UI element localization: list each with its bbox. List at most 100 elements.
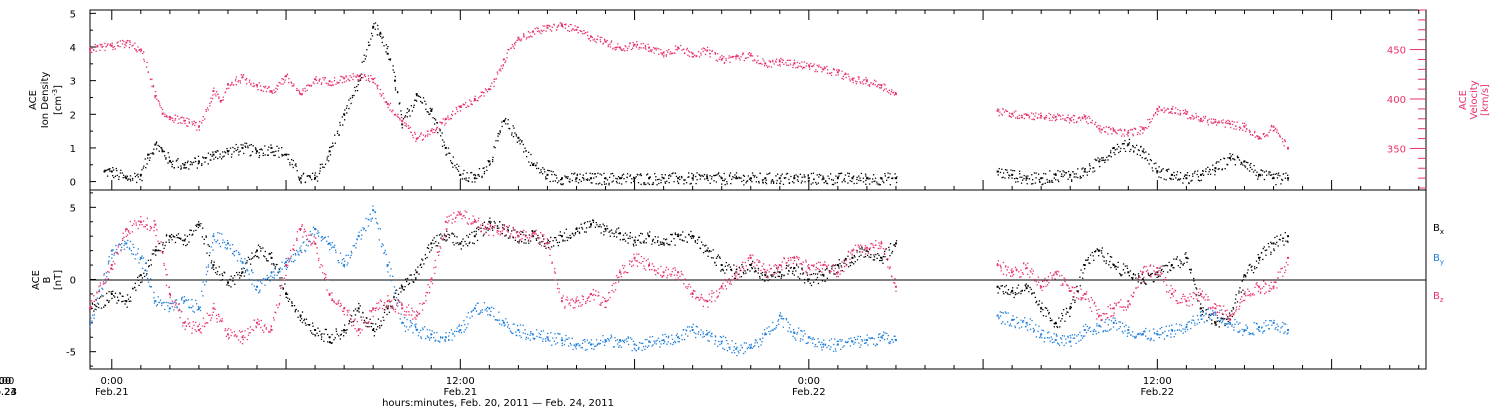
by-sample <box>440 337 441 338</box>
velocity-sample <box>192 124 193 125</box>
velocity-sample <box>592 39 593 40</box>
bx-sample <box>791 267 792 268</box>
bx-sample <box>307 324 308 325</box>
by-sample <box>574 345 575 346</box>
by-sample <box>351 251 352 252</box>
ion-density-sample <box>125 176 126 177</box>
bx-sample <box>722 269 723 270</box>
velocity-sample <box>655 48 656 49</box>
velocity-sample <box>1283 145 1284 146</box>
velocity-sample <box>469 99 470 100</box>
velocity-sample <box>710 53 711 54</box>
velocity-sample <box>206 111 207 112</box>
velocity-sample <box>1243 125 1244 126</box>
by-sample <box>247 270 248 271</box>
ion-density-sample <box>716 181 717 182</box>
velocity-sample <box>1168 112 1169 113</box>
velocity-point <box>1171 108 1173 110</box>
ion-density-sample <box>172 164 173 165</box>
velocity-sample <box>440 122 441 123</box>
velocity-sample <box>1009 113 1010 114</box>
ion-density-sample <box>1130 149 1131 150</box>
ion-density-sample <box>766 183 767 184</box>
velocity-sample <box>389 104 390 105</box>
ion-density-sample <box>292 164 293 165</box>
bx-sample <box>678 233 679 234</box>
ion-density-sample <box>542 173 543 174</box>
by-point <box>459 329 461 331</box>
by-sample <box>131 250 132 251</box>
velocity-sample <box>869 84 870 85</box>
bx-sample <box>868 256 869 257</box>
velocity-sample <box>342 76 343 77</box>
ion-density-sample <box>143 166 144 167</box>
ion-density-sample <box>256 153 257 154</box>
ion-density-sample <box>1021 183 1022 184</box>
velocity-sample <box>1024 118 1025 119</box>
bx-sample <box>353 310 354 311</box>
bx-sample <box>461 241 462 242</box>
bx-sample <box>1045 316 1046 317</box>
bx-sample <box>236 272 237 273</box>
bx-sample <box>406 281 407 282</box>
by-sample <box>167 305 168 306</box>
ion-density-sample <box>237 149 238 150</box>
velocity-sample <box>1245 124 1246 125</box>
bx-sample <box>612 232 613 233</box>
velocity-sample <box>801 66 802 67</box>
bx-sample <box>849 262 850 263</box>
bx-sample <box>745 273 746 274</box>
velocity-sample <box>1171 113 1172 114</box>
velocity-sample <box>124 44 125 45</box>
ion-density-sample <box>231 156 232 157</box>
velocity-sample <box>643 43 644 44</box>
velocity-point <box>125 42 127 44</box>
by-sample <box>273 271 274 272</box>
velocity-sample <box>799 63 800 64</box>
velocity-sample <box>752 60 753 61</box>
velocity-sample <box>183 117 184 118</box>
ion-density-sample <box>1017 181 1018 182</box>
ion-density-sample <box>366 49 367 50</box>
bx-sample <box>1282 240 1283 241</box>
velocity-sample <box>596 42 597 43</box>
bx-sample <box>759 276 760 277</box>
by-sample <box>466 327 467 328</box>
ion-density-sample <box>181 167 182 168</box>
bx-sample <box>449 234 450 235</box>
bx-sample <box>431 247 432 248</box>
bx-sample <box>705 251 706 252</box>
velocity-sample <box>282 83 283 84</box>
by-sample <box>159 302 160 303</box>
by-sample <box>198 306 199 307</box>
ion-density-point <box>1185 177 1187 179</box>
bx-sample <box>1101 252 1102 253</box>
velocity-sample <box>543 30 544 31</box>
by-sample <box>507 322 508 323</box>
velocity-sample <box>327 83 328 84</box>
velocity-sample <box>729 62 730 63</box>
ion-density-sample <box>838 173 839 174</box>
ion-density-sample <box>655 179 656 180</box>
velocity-sample <box>142 53 143 54</box>
bx-sample <box>517 241 518 242</box>
velocity-sample <box>739 58 740 59</box>
by-sample <box>196 303 197 304</box>
bx-sample <box>658 245 659 246</box>
velocity-sample <box>186 118 187 119</box>
ion-density-sample <box>577 175 578 176</box>
ion-density-sample <box>813 173 814 174</box>
ion-density-sample <box>754 176 755 177</box>
ion-density-sample <box>1035 172 1036 173</box>
bx-sample <box>867 255 868 256</box>
bx-sample <box>1123 263 1124 264</box>
ion-density-sample <box>1222 168 1223 169</box>
bx-sample <box>1184 263 1185 264</box>
bx-sample <box>284 283 285 284</box>
bx-sample <box>1242 280 1243 281</box>
velocity-sample <box>1227 120 1228 121</box>
by-sample <box>267 275 268 276</box>
velocity-sample <box>1185 109 1186 110</box>
velocity-sample <box>419 136 420 137</box>
by-sample <box>150 278 151 279</box>
